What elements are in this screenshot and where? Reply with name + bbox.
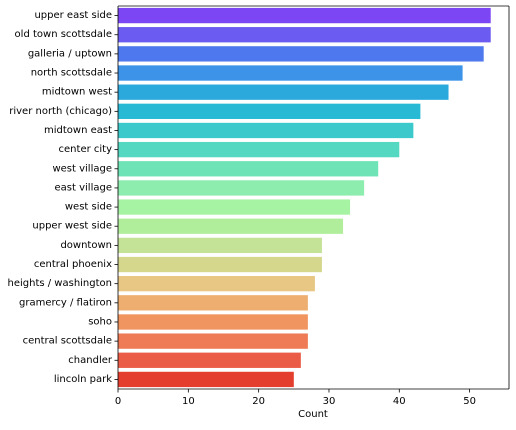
bar-west-side: [118, 199, 351, 215]
category-label: midtown west: [42, 87, 112, 98]
category-label: lincoln park: [54, 374, 112, 385]
axis-spines: [117, 5, 510, 390]
x-tick-label: 20: [252, 396, 265, 407]
bar-chandler: [118, 352, 301, 368]
bar-central-phoenix: [118, 256, 322, 273]
bar-midtown-east: [118, 122, 414, 139]
bar-soho: [118, 314, 308, 330]
x-tick-label: 30: [323, 396, 336, 407]
bar-midtown-west: [118, 84, 449, 100]
bar-gramercy-flatiron: [118, 295, 308, 311]
category-label: galleria / uptown: [28, 48, 112, 59]
x-axis-ticks: 0 10 20 30 40 50: [115, 389, 476, 407]
category-label: north scottsdale: [31, 68, 112, 79]
category-label: downtown: [60, 240, 112, 251]
category-label: central scottsdale: [23, 336, 112, 347]
category-label: river north (chicago): [9, 106, 112, 117]
bar-old-town-scottsdale: [118, 27, 491, 43]
bar-upper-east-side: [118, 7, 491, 24]
category-label: soho: [88, 316, 112, 327]
x-axis-label: Count: [298, 409, 328, 420]
category-label: east village: [55, 182, 112, 193]
category-label: upper west side: [32, 221, 112, 232]
bar-center-city: [118, 141, 400, 158]
bars-group: [118, 7, 491, 388]
bar-heights-washington: [118, 276, 315, 292]
bar-central-scottsdale: [118, 333, 308, 349]
category-label: gramercy / flatiron: [19, 297, 112, 308]
bar-north-scottsdale: [118, 65, 463, 81]
bar-east-village: [118, 180, 365, 196]
x-tick-label: 50: [463, 396, 476, 407]
category-label: center city: [59, 144, 113, 155]
category-label: central phoenix: [34, 259, 112, 270]
bar-galleria-uptown: [118, 46, 484, 62]
category-label: midtown east: [44, 125, 112, 136]
category-label: west side: [65, 202, 112, 213]
plot-area: [118, 6, 509, 389]
bar-upper-west-side: [118, 218, 344, 234]
category-label: west village: [52, 163, 112, 174]
category-label: heights / washington: [7, 278, 112, 289]
category-label: upper east side: [34, 10, 112, 21]
category-label: old town scottsdale: [15, 29, 112, 40]
bar-river-north-chicago: [118, 103, 421, 119]
x-tick-label: 40: [393, 396, 406, 407]
category-label: chandler: [68, 355, 113, 366]
category-labels: upper east side old town scottsdale galler…: [7, 10, 118, 385]
bar-west-village: [118, 161, 379, 177]
bar-downtown: [118, 237, 322, 254]
x-tick-label: 10: [182, 396, 195, 407]
x-tick-label: 0: [115, 396, 121, 407]
bar-lincoln-park: [118, 371, 294, 388]
